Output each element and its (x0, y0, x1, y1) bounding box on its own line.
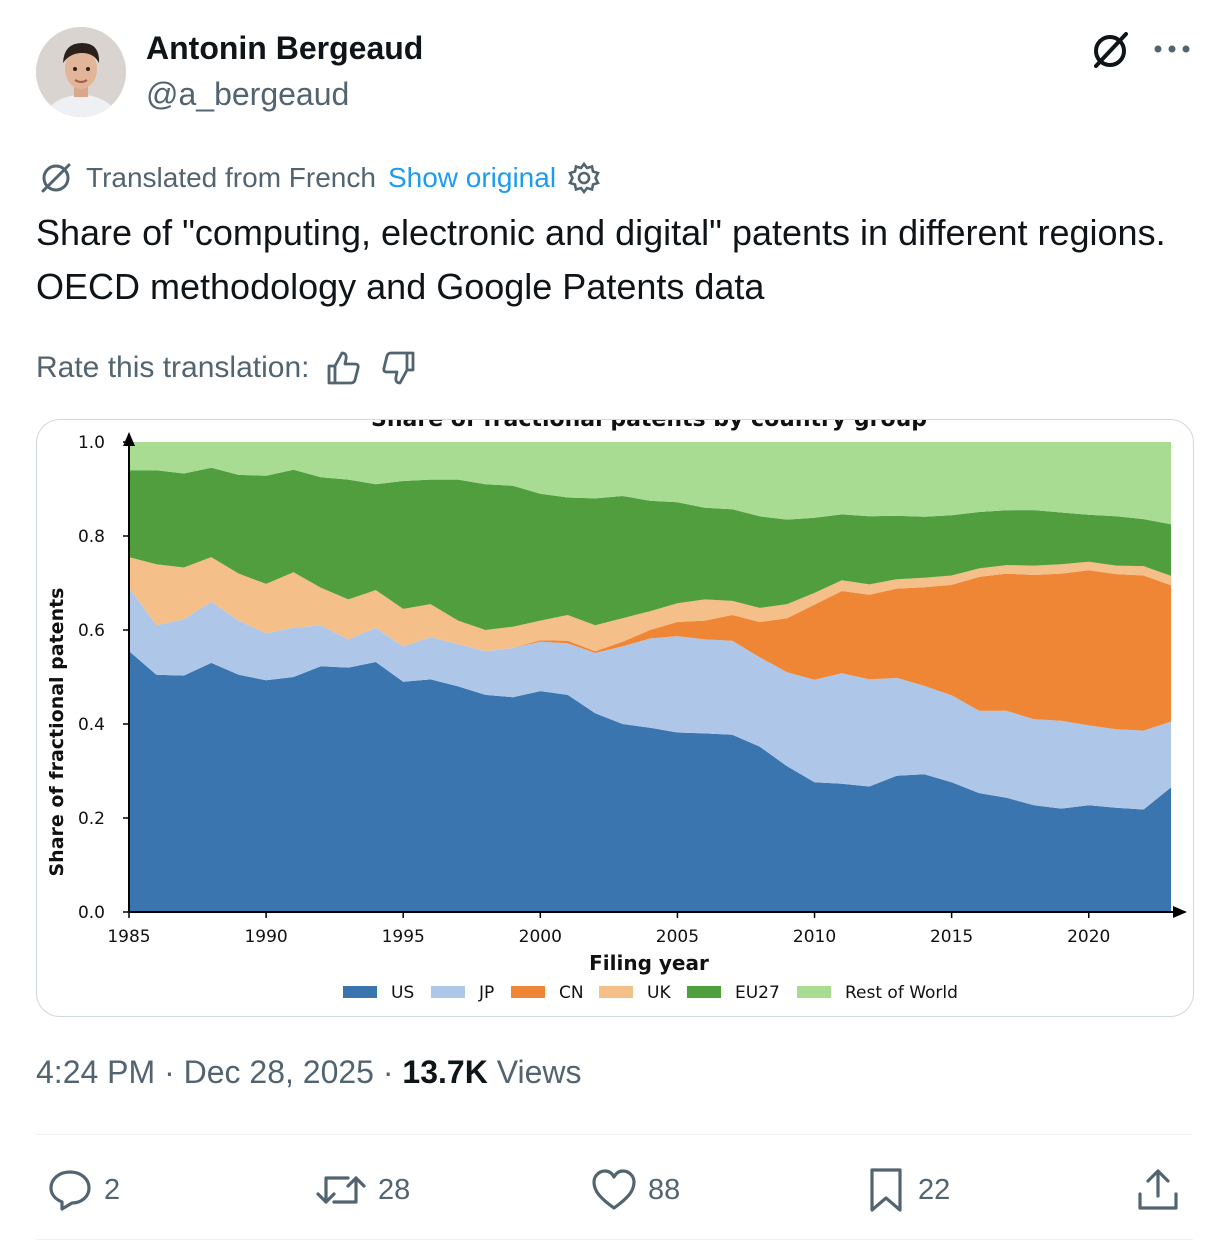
area-us (129, 651, 1171, 912)
area-jp (129, 587, 1171, 810)
y-axis-arrow (123, 432, 135, 446)
x-tick-label: 1995 (382, 927, 425, 947)
legend-label: Rest of World (845, 983, 958, 1003)
y-axis-label: Share of fractional patents (46, 588, 68, 877)
bookmark-button[interactable]: 22 (864, 1160, 950, 1220)
legend-label: UK (647, 983, 671, 1003)
divider (36, 1239, 1193, 1240)
grok-icon[interactable] (1088, 28, 1134, 79)
reply-count: 2 (104, 1173, 121, 1206)
meta-separator: · (373, 1054, 403, 1090)
rate-translation: Rate this translation: (36, 345, 419, 391)
author-display-name[interactable]: Antonin Bergeaud (146, 30, 424, 66)
author-handle[interactable]: @a_bergeaud (146, 76, 350, 112)
area-rest-of-world (129, 442, 1171, 525)
legend-swatch (511, 986, 545, 998)
heart-icon (592, 1169, 636, 1210)
legend-label: JP (478, 983, 494, 1003)
show-original-link[interactable]: Show original (387, 162, 557, 193)
avatar[interactable] (36, 27, 126, 117)
legend-swatch (687, 986, 721, 998)
reply-button[interactable]: 2 (46, 1160, 120, 1220)
repost-icon (316, 1176, 366, 1204)
chart-title: Share of fractional patents by country g… (371, 420, 927, 432)
meta-separator: · (155, 1054, 184, 1090)
area-eu27 (129, 467, 1171, 630)
x-tick-label: 1985 (107, 927, 150, 947)
x-axis-label: Filing year (589, 951, 709, 975)
y-tick-label: 0.4 (78, 715, 105, 735)
legend-label: EU27 (735, 983, 780, 1003)
like-count: 88 (648, 1173, 681, 1206)
translation-notice: Translated from French Show original (36, 156, 604, 200)
views-count: 13.7K (402, 1054, 488, 1090)
tweet-text: Share of "computing, electronic and digi… (36, 212, 1166, 307)
repost-count: 28 (378, 1173, 411, 1206)
bookmark-count: 22 (918, 1173, 951, 1206)
thumbs-down-icon[interactable] (379, 348, 419, 388)
y-tick-label: 0.6 (78, 621, 105, 641)
x-tick-label: 2020 (1067, 927, 1110, 947)
y-tick-label: 0.2 (78, 809, 105, 829)
thumbs-up-icon[interactable] (323, 348, 363, 388)
x-axis-arrow (1173, 906, 1187, 918)
legend-label: CN (559, 983, 584, 1003)
legend-swatch (431, 986, 465, 998)
tweet-meta: 4:24 PM · Dec 28, 2025 · 13.7K Views (36, 1054, 581, 1091)
more-options-icon[interactable] (1152, 34, 1192, 69)
divider (36, 1134, 1193, 1135)
y-tick-label: 0.0 (78, 903, 105, 923)
like-button[interactable]: 88 (590, 1160, 680, 1220)
grok-translate-icon (41, 163, 71, 193)
gear-icon[interactable] (564, 158, 604, 198)
share-icon (1138, 1169, 1178, 1210)
x-tick-label: 2005 (656, 927, 699, 947)
chart-image[interactable]: Share of fractional patents by country g… (36, 419, 1194, 1017)
bookmark-icon (870, 1168, 902, 1212)
legend-label: US (391, 983, 414, 1003)
tweet-date[interactable]: Dec 28, 2025 (183, 1054, 374, 1090)
legend-swatch (343, 986, 377, 998)
chart-legend: US JP CN UK EU27 Rest of World (343, 983, 958, 1003)
y-tick-label: 0.8 (78, 527, 105, 547)
translated-from-label: Translated from French (86, 162, 376, 193)
views-label: Views (487, 1054, 582, 1090)
rate-translation-label: Rate this translation: (36, 351, 310, 384)
area-cn (129, 570, 1171, 731)
x-tick-label: 1990 (244, 927, 287, 947)
share-button[interactable] (1134, 1160, 1182, 1220)
x-tick-label: 2000 (519, 927, 562, 947)
x-tick-label: 2010 (793, 927, 836, 947)
area-uk (129, 557, 1171, 652)
y-tick-label: 1.0 (78, 433, 105, 453)
repost-button[interactable]: 28 (314, 1160, 410, 1220)
legend-swatch (599, 986, 633, 998)
stacked-area-chart: Share of fractional patents by country g… (46, 420, 1187, 1003)
reply-icon (49, 1170, 91, 1211)
tweet-time[interactable]: 4:24 PM (36, 1054, 156, 1090)
legend-swatch (797, 986, 831, 998)
x-tick-label: 2015 (930, 927, 973, 947)
